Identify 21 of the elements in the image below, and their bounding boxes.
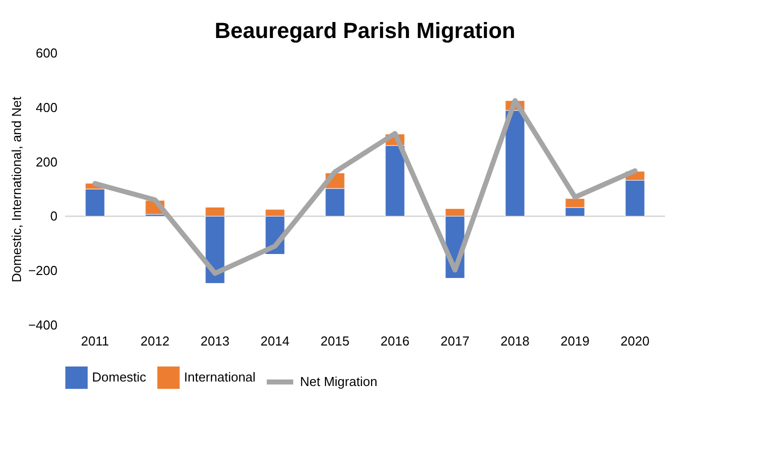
x-tick-label: 2013 — [200, 334, 230, 348]
y-tick-label: 200 — [36, 154, 58, 170]
y-tick-label: −200 — [28, 263, 58, 278]
x-tick-label: 2019 — [560, 334, 590, 348]
x-tick-label: 2017 — [440, 334, 470, 348]
y-axis-title: Domestic, International, and Net — [9, 96, 24, 282]
y-tick-label: 600 — [36, 46, 58, 60]
y-tick-label: 400 — [36, 100, 58, 115]
x-tick-label: 2011 — [81, 334, 109, 348]
legend-label: Domestic — [92, 370, 147, 385]
x-tick-label: 2012 — [140, 334, 170, 348]
y-tick-label: 0 — [50, 208, 58, 224]
x-tick-label: 2015 — [320, 334, 350, 348]
x-tick-label: 2020 — [620, 334, 650, 348]
x-tick-label: 2014 — [260, 334, 290, 348]
y-tick-label: −400 — [28, 318, 58, 332]
x-tick-label: 2018 — [500, 334, 530, 348]
chart-title: Beauregard Parish Migration — [214, 18, 516, 43]
legend-label: International — [184, 370, 256, 385]
x-tick-label: 2016 — [380, 334, 410, 348]
legend-label: Net Migration — [300, 374, 378, 389]
